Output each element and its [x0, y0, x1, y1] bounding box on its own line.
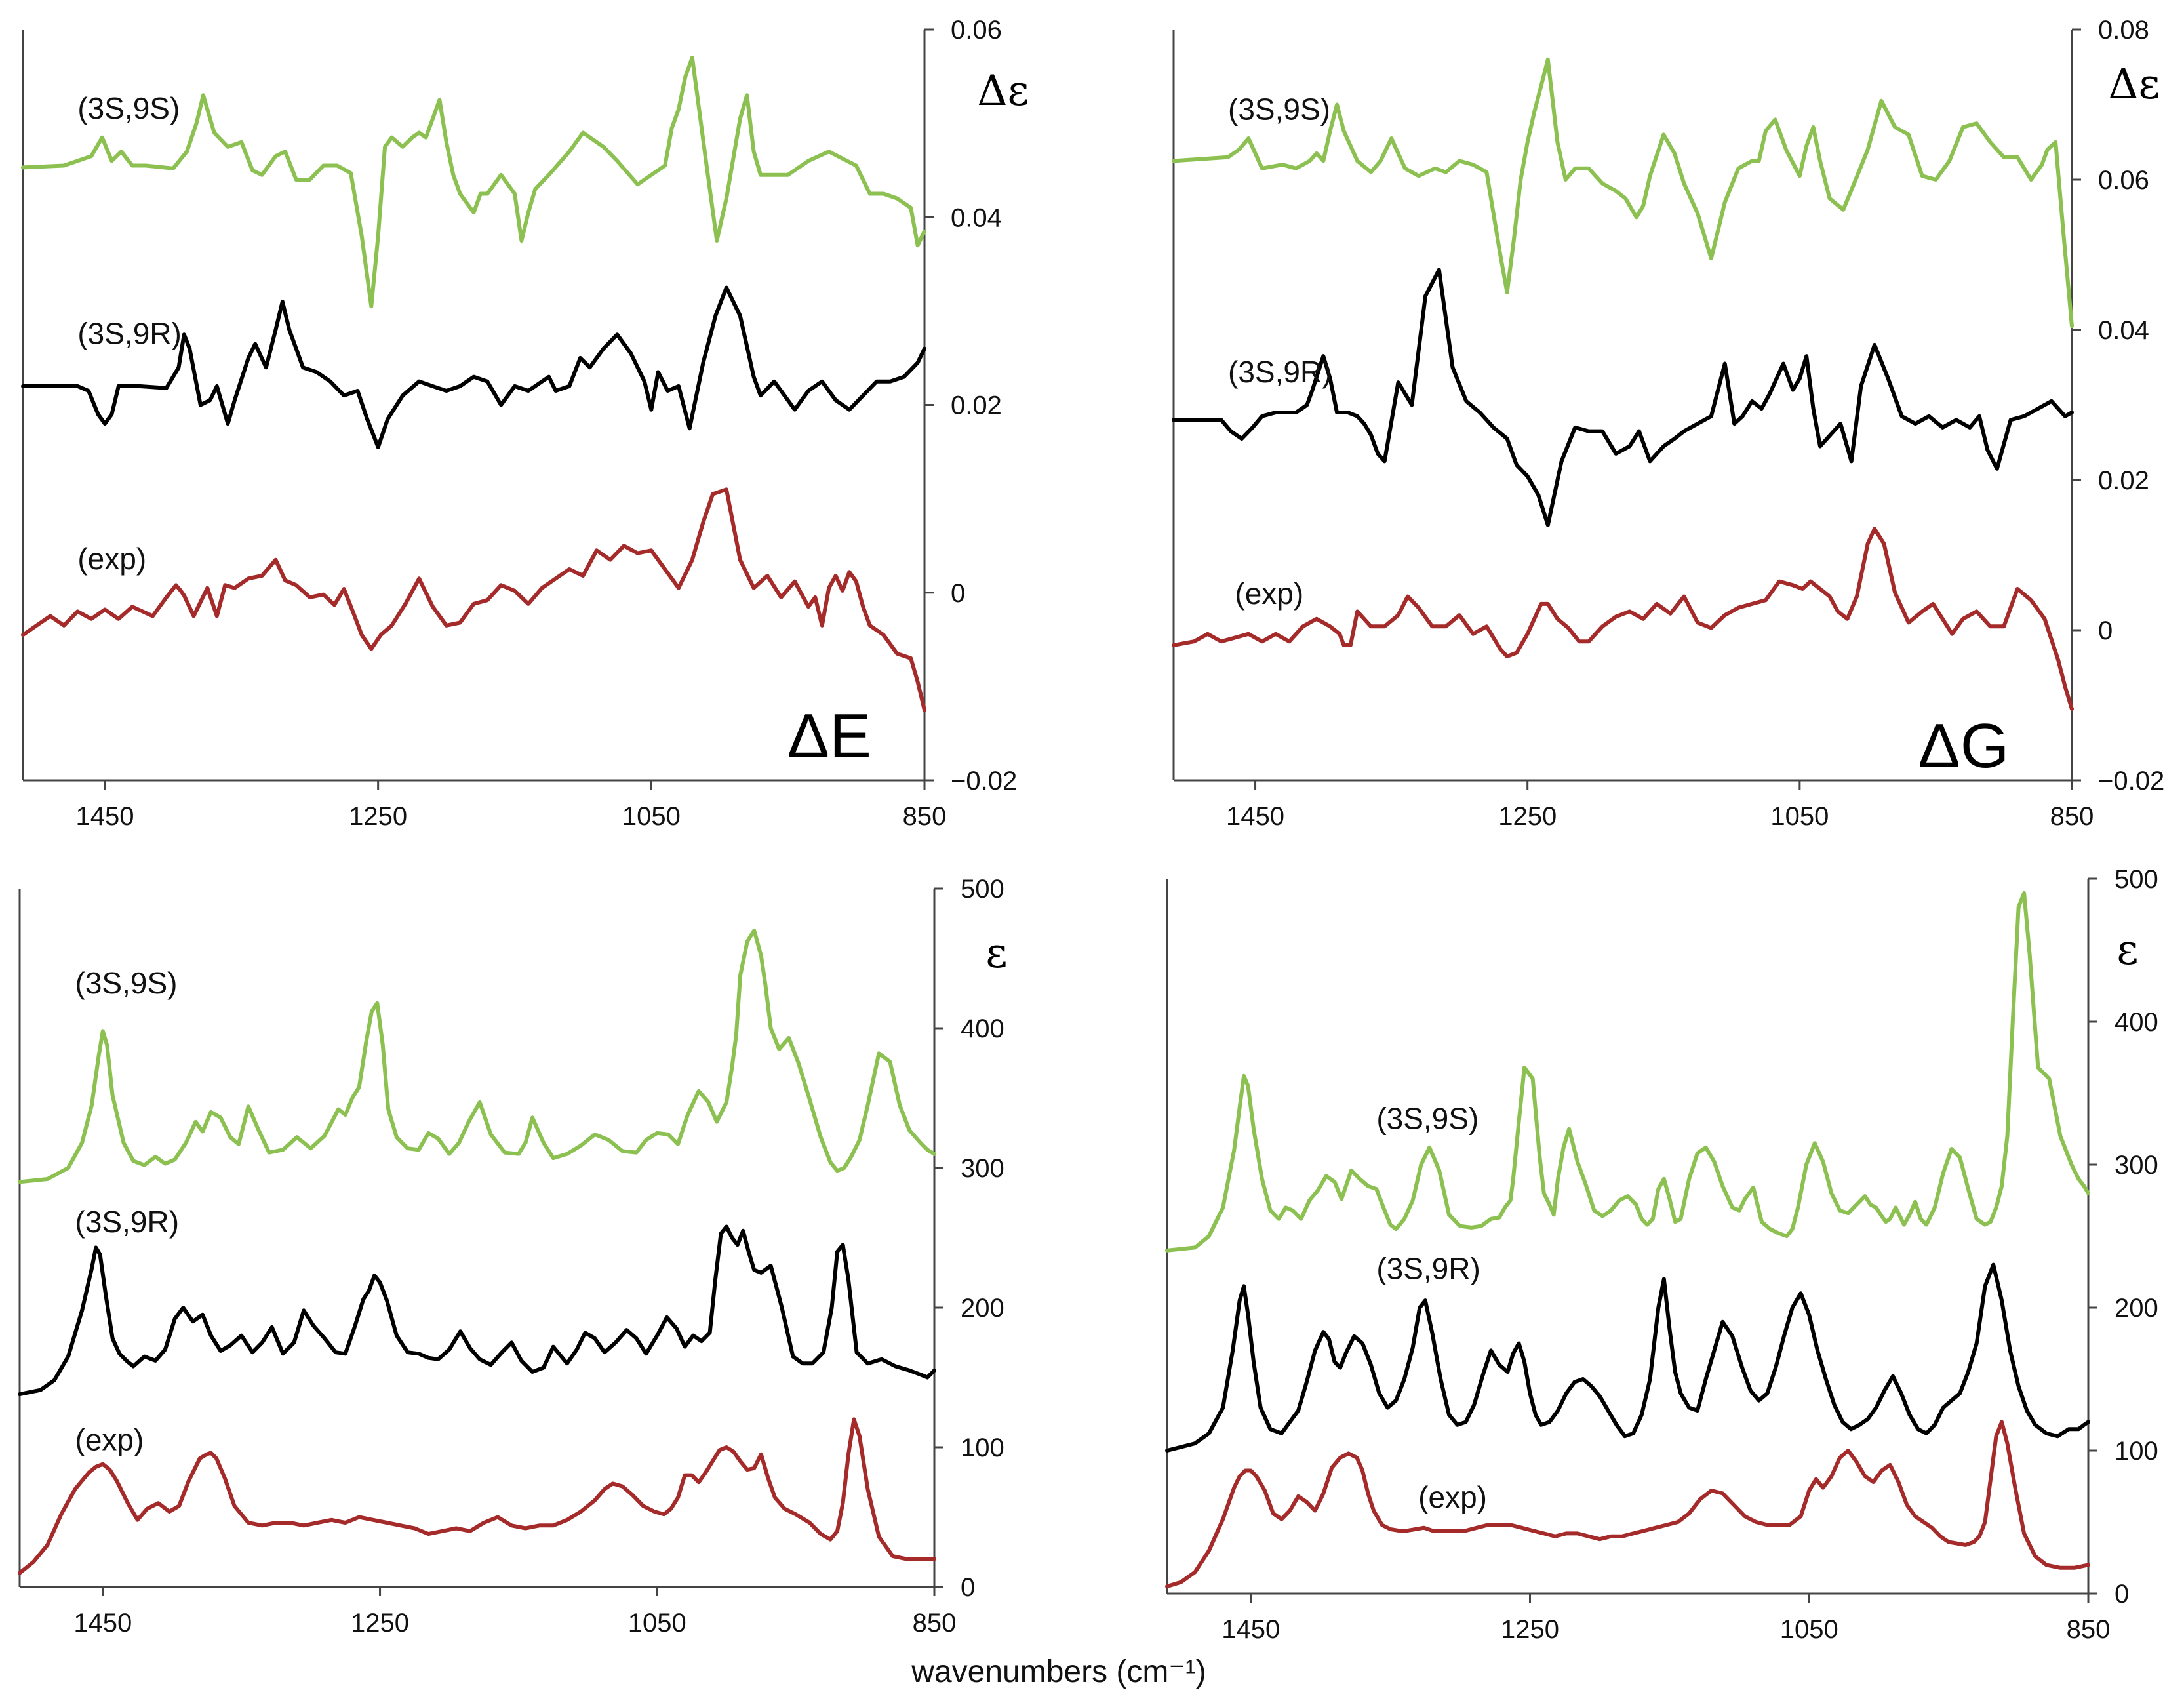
series-line-3s-9s	[18, 928, 936, 1184]
y-tick-label: 300	[2115, 1151, 2158, 1180]
y-tick-label: 0	[951, 579, 965, 608]
series-line-exp	[1165, 1420, 2090, 1589]
y-tick-label: 0	[961, 1573, 975, 1602]
x-tick-label: 1050	[1770, 802, 1829, 831]
y-tick-label: 100	[961, 1434, 1004, 1462]
x-tick-label: 1450	[73, 1609, 132, 1637]
y-tick-label: 0.06	[2098, 166, 2149, 195]
series-label-3s-9r: (3S,9R)	[77, 316, 181, 350]
panel-vcd-dg: 1450 1250 1050 850 0.08 0.06 0.04 0.02 0 −0.02 Δε Δ…	[1172, 16, 2164, 831]
x-tick-label: 1250	[351, 1609, 409, 1637]
series-line-3s-9s	[1165, 891, 2090, 1253]
y-tick-label: 0.04	[951, 203, 1002, 232]
y-tick-label: −0.02	[2098, 767, 2164, 795]
x-tick-label: 1050	[628, 1609, 686, 1637]
x-tick-label: 1450	[1221, 1615, 1280, 1644]
y-axis-symbol: ε	[985, 929, 1007, 978]
y-tick-label: 400	[2115, 1008, 2158, 1037]
y-tick-label: 0	[2115, 1580, 2129, 1609]
series-label-3s-9r: (3S,9R)	[75, 1205, 179, 1239]
y-tick-label: 0.08	[2098, 16, 2149, 45]
panel-ir-dg: 1450 1250 1050 850 500 400 300 200 100 0 ε (3S,9S) (…	[1165, 865, 2158, 1644]
series-label-exp: (exp)	[1418, 1480, 1487, 1514]
y-tick-label: 500	[2115, 865, 2158, 894]
y-tick-label: 200	[961, 1294, 1004, 1323]
series-label-3s-9s: (3S,9S)	[77, 91, 180, 125]
y-tick-label: 0	[2098, 616, 2113, 645]
series-label-3s-9s: (3S,9S)	[75, 966, 178, 1000]
series-label-exp: (exp)	[77, 542, 146, 576]
y-tick-label: 300	[961, 1154, 1004, 1183]
series-label-3s-9r: (3S,9R)	[1376, 1251, 1480, 1285]
x-tick-label: 850	[2067, 1615, 2111, 1644]
series-label-exp: (exp)	[75, 1422, 144, 1456]
panel-ir-de: 1450 1250 1050 850 500 400 300 200 100 0 ε (3S,9S) (…	[18, 875, 1008, 1637]
y-tick-label: 100	[2115, 1437, 2158, 1466]
y-tick-label: 400	[961, 1014, 1004, 1043]
series-label-3s-9s: (3S,9S)	[1376, 1102, 1479, 1136]
y-tick-label: 0.06	[951, 16, 1002, 45]
panel-vcd-de: 1450 1250 1050 850 0.06 0.04 0.02 0 −0.02 Δε ΔE (3S…	[21, 16, 1029, 831]
y-tick-label: 0.02	[951, 391, 1002, 420]
y-axis-symbol: ε	[2116, 926, 2138, 974]
series-line-3s-9r	[1172, 268, 2074, 527]
series-label-3s-9s: (3S,9S)	[1228, 92, 1330, 126]
x-tick-label: 1450	[1226, 802, 1284, 831]
x-tick-label: 850	[913, 1609, 957, 1637]
y-axis-symbol: Δε	[2108, 60, 2160, 109]
y-tick-label: 0.02	[2098, 466, 2149, 495]
series-label-exp: (exp)	[1235, 576, 1303, 611]
x-tick-label: 1250	[349, 802, 407, 831]
y-tick-label: −0.02	[951, 767, 1017, 795]
series-line-3s-9r	[18, 1224, 936, 1397]
x-axis-label: wavenumbers (cm⁻¹)	[911, 1655, 1206, 1689]
series-line-exp	[21, 487, 926, 712]
x-tick-label: 1050	[1780, 1615, 1838, 1644]
series-line-exp	[18, 1417, 936, 1575]
panel-title: ΔE	[787, 701, 871, 771]
x-tick-label: 1050	[622, 802, 681, 831]
x-tick-label: 1250	[1498, 802, 1557, 831]
x-tick-label: 1250	[1501, 1615, 1559, 1644]
series-label-3s-9r: (3S,9R)	[1228, 355, 1332, 389]
series-line-3s-9s	[21, 55, 926, 309]
x-tick-label: 1450	[76, 802, 134, 831]
y-tick-label: 500	[961, 875, 1004, 904]
panel-title: ΔG	[1918, 711, 2010, 781]
y-tick-label: 0.04	[2098, 316, 2149, 345]
x-tick-label: 850	[903, 802, 947, 831]
series-line-3s-9r	[21, 285, 926, 449]
series-line-3s-9s	[1172, 57, 2074, 329]
y-tick-label: 200	[2115, 1294, 2158, 1323]
series-line-exp	[1172, 527, 2074, 712]
x-tick-label: 850	[2050, 802, 2094, 831]
series-line-3s-9r	[1165, 1262, 2090, 1453]
y-axis-symbol: Δε	[977, 67, 1029, 115]
